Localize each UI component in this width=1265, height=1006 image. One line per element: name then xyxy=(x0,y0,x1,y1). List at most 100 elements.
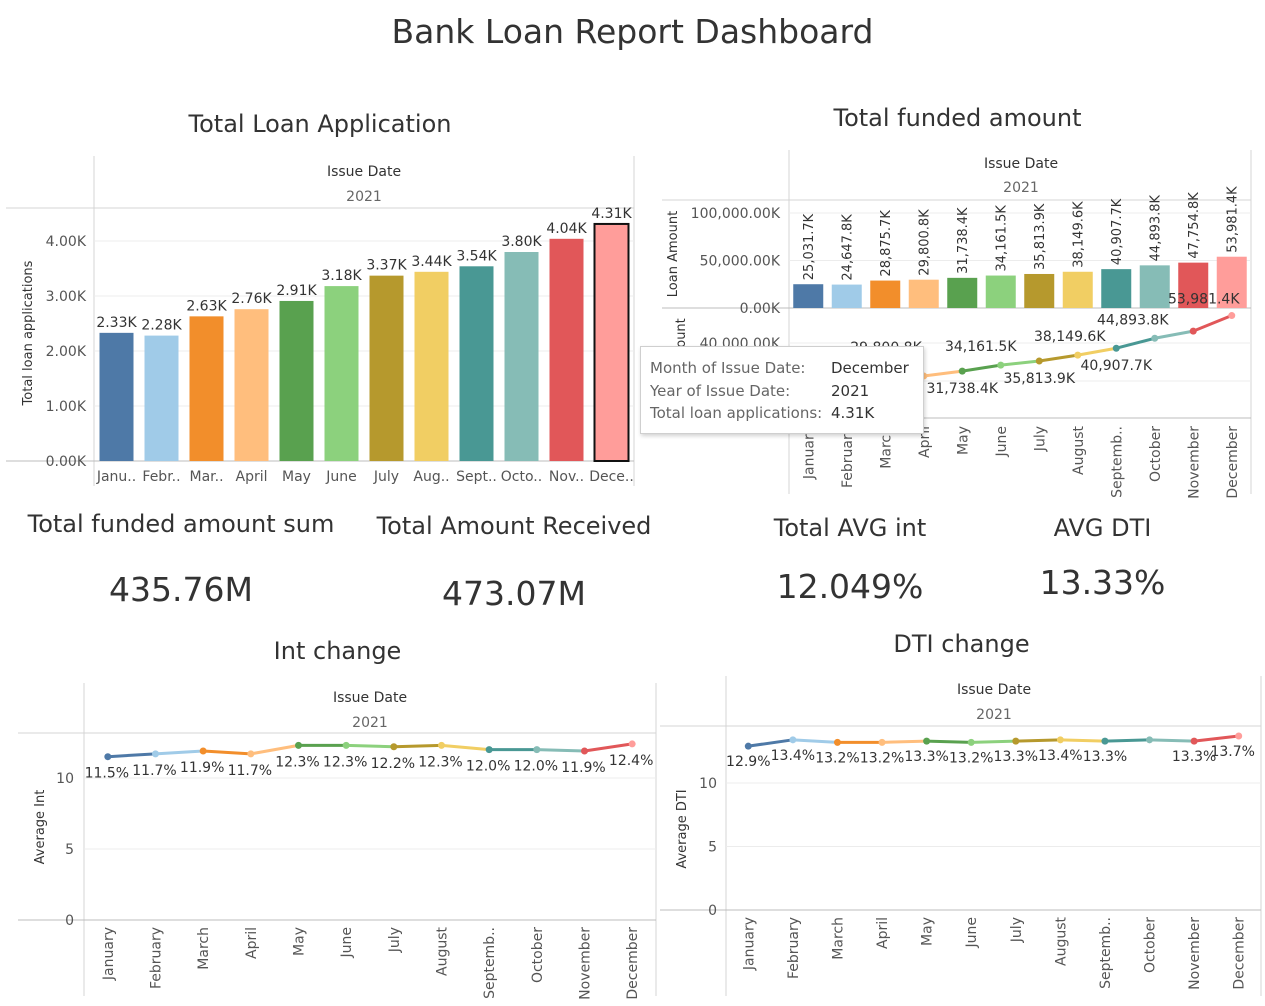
int-line-segment xyxy=(535,748,586,753)
loan-apps-y-tick: 4.00K xyxy=(46,234,87,250)
dti-line-segment xyxy=(1058,738,1107,743)
funded-line-label: 34,161.5K xyxy=(945,339,1017,355)
int-x-tick: October xyxy=(530,927,546,983)
loan-apps-x-tick: Dece.. xyxy=(589,469,634,485)
funded-bar-label: 29,800.8K xyxy=(918,209,933,276)
funded-line-segment xyxy=(1037,353,1080,363)
loan-apps-bar-label: 4.31K xyxy=(591,206,632,222)
funded-line-label: 35,813.9K xyxy=(1003,371,1075,387)
funded-y2-axis-title: ount xyxy=(674,318,689,348)
loan-apps-bar-label: 2.91K xyxy=(276,283,317,299)
loan-apps-bar-april xyxy=(234,309,269,461)
int-point-label: 11.5% xyxy=(85,766,129,782)
int-line-point-july xyxy=(390,743,398,751)
loan-apps-x-tick: Mar.. xyxy=(189,469,223,485)
int-header-label: Issue Date xyxy=(333,690,407,706)
dti-point-label: 13.3% xyxy=(1172,749,1216,765)
int-point-label: 12.2% xyxy=(371,756,415,772)
int-point-label: 11.9% xyxy=(180,760,224,776)
int-line-point-january xyxy=(104,753,112,761)
funded-bar-label: 25,031.7K xyxy=(802,213,817,280)
int-x-tick: January xyxy=(101,927,117,981)
dti-point-label: 13.4% xyxy=(771,748,815,764)
dashboard-title: Bank Loan Report Dashboard xyxy=(391,12,874,51)
int-point-label: 11.9% xyxy=(561,760,605,776)
loan-apps-bar-january xyxy=(99,332,134,461)
dti-x-tick: March xyxy=(830,917,846,960)
funded-bar-november xyxy=(1178,262,1209,308)
kpi-avg-dti-value: 13.33% xyxy=(1039,563,1166,602)
int-line-segment xyxy=(249,743,300,756)
loan-apps-bar-label: 2.63K xyxy=(186,298,227,314)
dti-line-segment xyxy=(969,739,1018,744)
funded-bar-december xyxy=(1216,256,1247,308)
loan-apps-x-tick: Octo.. xyxy=(501,469,542,485)
dti-line-point-april xyxy=(878,738,886,746)
loan-apps-y-tick: 0.00K xyxy=(46,454,87,470)
int-line-point-october xyxy=(533,746,541,754)
int-line-segment xyxy=(201,749,253,756)
funded-bar-label: 31,738.4K xyxy=(956,207,971,274)
int-line-segment xyxy=(440,743,491,752)
loan-apps-x-tick: June xyxy=(325,469,357,485)
loan-apps-x-tick: April xyxy=(236,469,268,485)
int-line-point-december xyxy=(628,740,636,748)
loan-apps-x-tick: Janu.. xyxy=(96,469,136,485)
funded-x-tick: March xyxy=(878,426,894,469)
funded-y-tick: 100,000.00K xyxy=(691,206,781,222)
loan-apps-bar-label: 2.33K xyxy=(96,315,137,331)
dti-x-tick: April xyxy=(875,917,891,949)
dti-point-label: 13.7% xyxy=(1210,744,1254,760)
dti-x-tick: August xyxy=(1053,916,1069,966)
dti-line-segment xyxy=(746,738,795,748)
int-y-tick: 10 xyxy=(56,771,74,787)
funded-line-point xyxy=(1035,357,1043,365)
funded-line-label: 44,893.8K xyxy=(1097,312,1169,328)
kpi-received-value: 473.07M xyxy=(442,574,586,613)
kpi-avg-int-title: Total AVG int xyxy=(773,514,927,542)
int-year-label: 2021 xyxy=(352,715,388,731)
funded-x-tick: August xyxy=(1071,425,1087,475)
funded-line-segment xyxy=(922,369,964,378)
loan-apps-bar-label: 2.28K xyxy=(141,318,182,334)
int-point-label: 12.0% xyxy=(514,759,558,775)
int-line-point-september xyxy=(485,746,493,754)
dti-year-label: 2021 xyxy=(976,707,1012,723)
funded-y-tick: 0.00K xyxy=(740,301,781,317)
tooltip-month-value: December xyxy=(831,359,909,377)
tooltip-count-value: 4.31K xyxy=(831,404,875,422)
funded-bar-label: 28,875.7K xyxy=(879,210,894,277)
dti-x-tick: January xyxy=(741,917,757,971)
dti-x-tick: June xyxy=(964,917,980,949)
int-y-axis-title: Average Int xyxy=(33,790,48,865)
int-point-label: 12.4% xyxy=(609,753,653,769)
int-x-tick: May xyxy=(292,927,308,956)
loan-apps-bar-december xyxy=(593,222,630,462)
funded-x-tick: July xyxy=(1032,426,1048,452)
loan-apps-y-tick: 3.00K xyxy=(46,289,87,305)
dti-x-tick: Septemb.. xyxy=(1098,917,1114,989)
funded-line-point xyxy=(1151,334,1159,342)
kpi-funded-sum-title: Total funded amount sum xyxy=(27,510,335,538)
dti-line-point-december xyxy=(1235,732,1243,740)
loan-apps-y-axis-title: Total loan applications xyxy=(21,260,36,406)
funded-bar-label: 38,149.6K xyxy=(1072,201,1087,268)
loan-apps-header-label: Issue Date xyxy=(327,164,401,180)
dti-point-label: 13.2% xyxy=(815,750,859,766)
loan-apps-bar-july xyxy=(369,275,404,461)
funded-line-label: 38,149.6K xyxy=(1034,329,1106,345)
funded-line-label: 40,907.7K xyxy=(1080,358,1152,374)
funded-x-tick: February xyxy=(840,426,856,488)
loan-apps-bar-september xyxy=(459,266,494,461)
funded-x-tick: May xyxy=(955,426,971,455)
funded-x-tick: Septemb.. xyxy=(1109,426,1125,498)
loan-apps-bar-august xyxy=(414,271,449,461)
dti-point-label: 13.3% xyxy=(1083,749,1127,765)
dti-line-segment xyxy=(880,739,929,744)
int-line-point-november xyxy=(581,747,588,755)
funded-line-point xyxy=(958,367,966,375)
loan-apps-bar-label: 3.54K xyxy=(456,248,497,264)
funded-line-point xyxy=(1228,312,1236,320)
loan-apps-x-tick: May xyxy=(282,469,311,485)
